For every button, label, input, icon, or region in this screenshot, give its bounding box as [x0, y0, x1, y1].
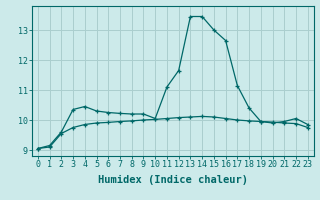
X-axis label: Humidex (Indice chaleur): Humidex (Indice chaleur)	[98, 175, 248, 185]
